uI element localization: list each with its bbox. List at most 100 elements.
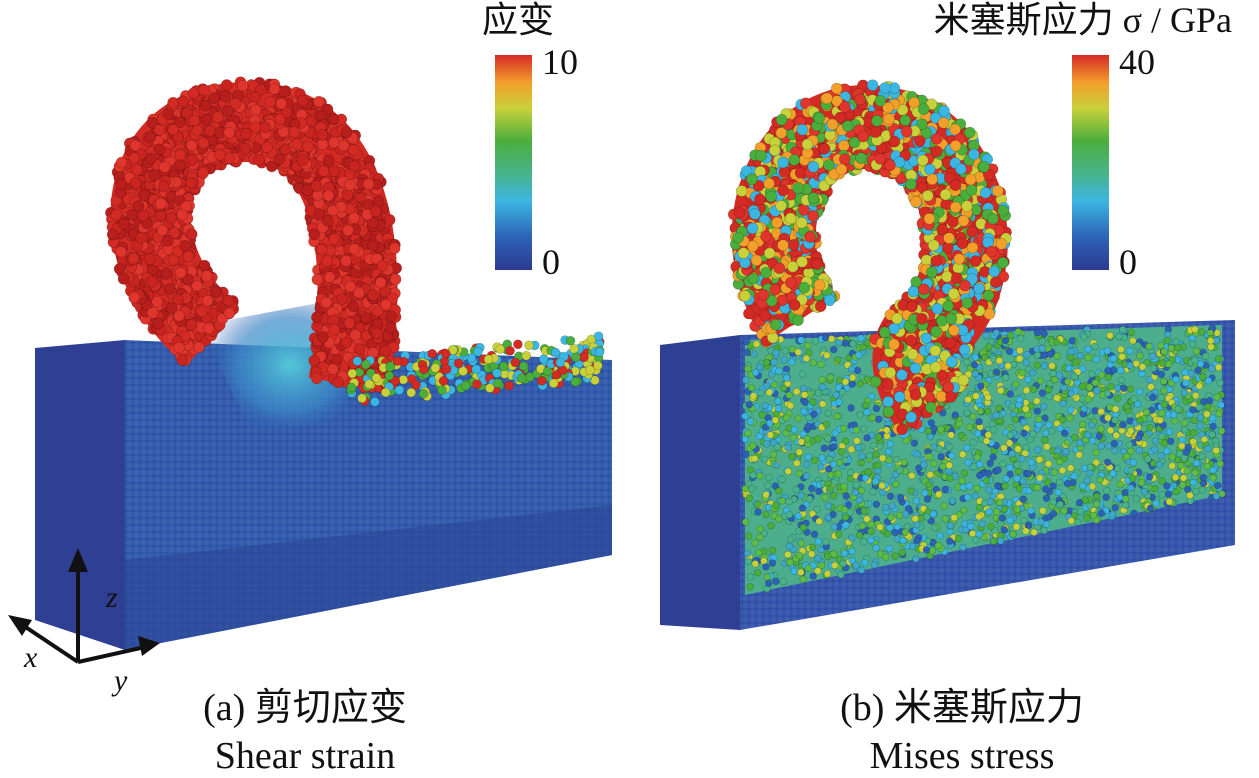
atom xyxy=(860,507,868,515)
atom xyxy=(992,368,1001,376)
atom xyxy=(860,538,868,546)
atom xyxy=(155,198,167,210)
atom xyxy=(1063,439,1072,447)
atom xyxy=(752,340,761,348)
atom xyxy=(913,520,921,529)
atom xyxy=(223,152,236,165)
atom xyxy=(1213,393,1221,401)
atom xyxy=(1127,467,1135,475)
atom xyxy=(887,513,895,521)
atom xyxy=(128,291,141,304)
atom xyxy=(498,361,509,372)
atom xyxy=(1018,455,1026,463)
atom xyxy=(1078,382,1087,390)
atom xyxy=(741,518,750,526)
atom xyxy=(1149,364,1158,372)
atom xyxy=(438,376,449,386)
atom xyxy=(848,534,856,542)
atom xyxy=(1019,418,1028,426)
atom xyxy=(1016,334,1025,342)
atom xyxy=(741,412,749,420)
chip-a xyxy=(105,76,605,407)
atom xyxy=(322,154,335,166)
atom xyxy=(1058,416,1067,424)
atom xyxy=(980,353,989,361)
atom xyxy=(975,460,984,469)
atom xyxy=(219,90,232,102)
atom xyxy=(1205,396,1214,405)
atom xyxy=(1091,379,1100,387)
atom xyxy=(1167,344,1176,352)
atom xyxy=(751,539,759,547)
atom xyxy=(987,522,995,531)
atom xyxy=(1106,331,1114,340)
atom xyxy=(1067,406,1075,414)
atom xyxy=(746,417,755,426)
atom xyxy=(1006,464,1014,472)
atom xyxy=(1189,406,1197,414)
atom xyxy=(252,154,265,166)
atom xyxy=(963,409,971,417)
atom xyxy=(1157,452,1165,460)
atom xyxy=(1189,429,1198,437)
atom xyxy=(830,82,843,95)
atom xyxy=(362,178,375,190)
atom xyxy=(316,128,329,141)
atom xyxy=(199,99,212,112)
atom xyxy=(822,420,831,429)
atom xyxy=(983,308,996,320)
atom xyxy=(1022,405,1030,413)
atom xyxy=(1198,452,1207,460)
atom xyxy=(754,500,762,509)
atom xyxy=(749,442,757,450)
atom xyxy=(822,538,830,546)
atom xyxy=(948,451,956,460)
atom xyxy=(1030,528,1038,536)
atom xyxy=(815,487,823,496)
atom xyxy=(135,232,148,244)
atom xyxy=(1053,394,1061,402)
atom xyxy=(896,423,909,436)
atom xyxy=(876,442,884,451)
atom xyxy=(963,444,971,452)
atom xyxy=(1145,473,1154,481)
atom xyxy=(348,243,361,255)
atom xyxy=(878,454,887,462)
atom xyxy=(174,149,187,161)
atom xyxy=(1002,373,1010,382)
atom xyxy=(853,366,862,375)
atom xyxy=(863,408,871,416)
atom xyxy=(946,537,954,545)
atom xyxy=(848,547,856,555)
atom xyxy=(1123,402,1131,411)
atom xyxy=(1004,362,1012,370)
atom xyxy=(1196,422,1204,430)
atom xyxy=(1168,462,1176,470)
atom xyxy=(1208,365,1216,373)
atom xyxy=(158,161,171,173)
atom xyxy=(992,411,1000,420)
atom xyxy=(1103,389,1112,397)
atom xyxy=(847,468,855,477)
atom xyxy=(504,380,514,391)
atom xyxy=(384,370,395,381)
atom xyxy=(835,398,843,406)
atom xyxy=(984,431,992,439)
atom xyxy=(264,96,276,108)
atom xyxy=(353,343,366,355)
atom xyxy=(1008,450,1016,458)
atom xyxy=(268,83,281,95)
atom xyxy=(926,471,934,479)
atom xyxy=(1084,345,1092,353)
atom xyxy=(208,92,220,104)
atom xyxy=(1097,509,1106,517)
atom xyxy=(1076,439,1084,447)
atom xyxy=(1178,436,1187,444)
atom xyxy=(279,143,292,156)
atom xyxy=(1048,427,1056,435)
atom xyxy=(1151,437,1160,445)
atom xyxy=(1013,475,1021,483)
atom xyxy=(946,474,954,482)
atom xyxy=(565,335,576,346)
atom xyxy=(995,498,1004,506)
